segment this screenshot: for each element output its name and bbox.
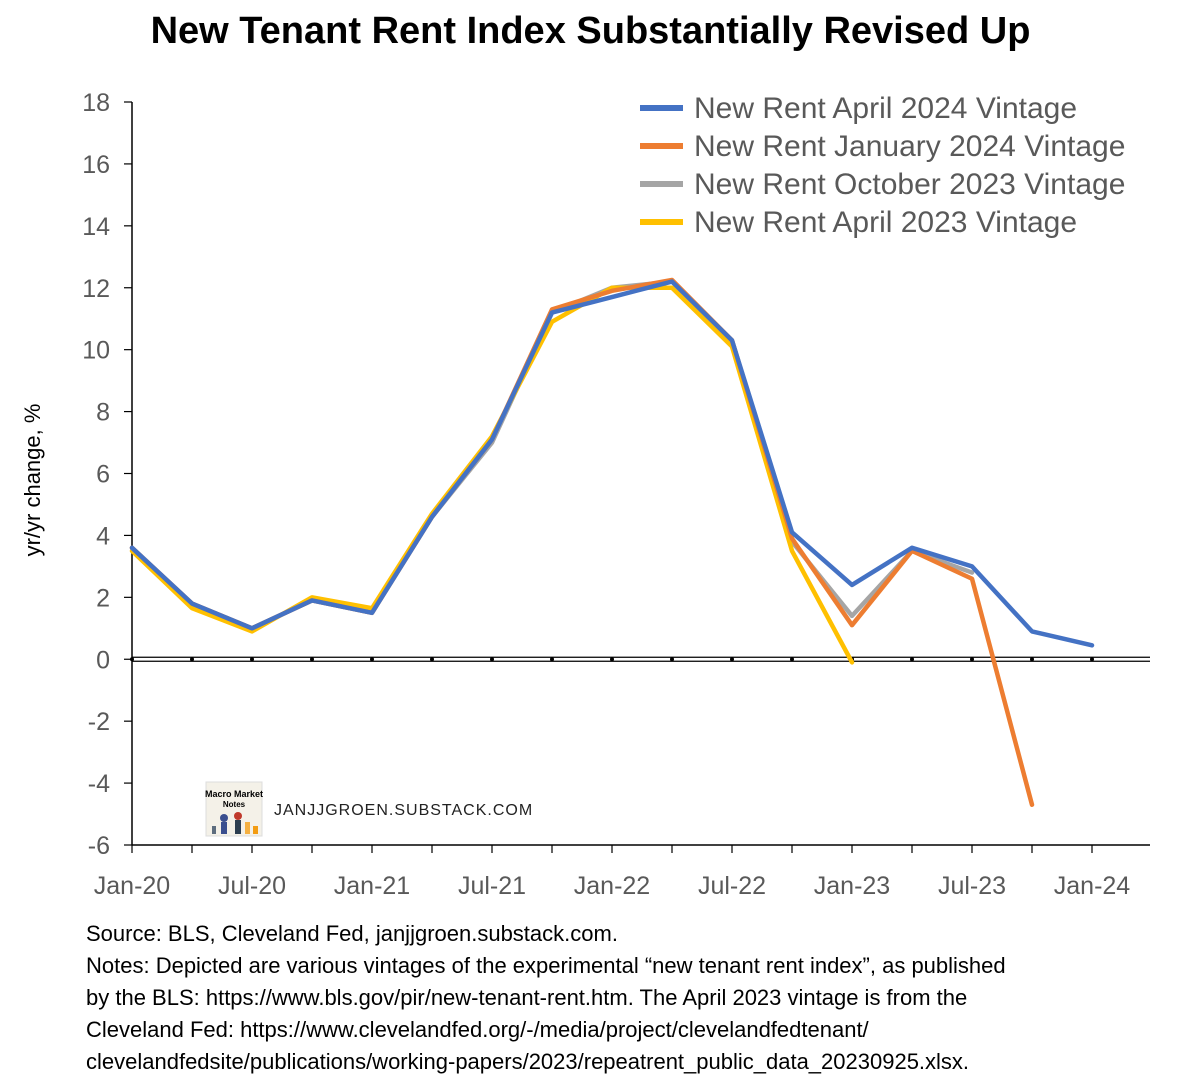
macro-market-notes-logo: Macro Market Notes: [205, 781, 263, 837]
chart-title: New Tenant Rent Index Substantially Revi…: [150, 10, 1031, 52]
watermark: Macro Market Notes JANJJGROEN.SUBSTACK.C…: [205, 781, 533, 837]
zero-line-tick: [1090, 657, 1094, 662]
x-tick-label: Jul-21: [458, 872, 526, 900]
zero-line-tick: [190, 657, 194, 662]
x-tick-label: Jul-23: [938, 872, 1006, 900]
notes-line: Cleveland Fed: https://www.clevelandfed.…: [86, 1017, 869, 1042]
y-axis-label: yr/yr change, %: [20, 404, 45, 557]
x-tick-label: Jan-23: [814, 872, 890, 900]
series-line: [129, 279, 1095, 648]
zero-line-tick: [430, 657, 434, 662]
zero-line-tick: [1030, 657, 1034, 662]
x-tick-label: Jul-22: [698, 872, 766, 900]
series-line: [129, 277, 1035, 808]
y-tick-label: 12: [82, 275, 110, 303]
series-line: [129, 279, 975, 631]
y-tick-labels: 18 16 14 12 10 8 6 4 2 0 -2 -4 -6: [82, 89, 110, 860]
y-tick-label: 2: [96, 584, 110, 612]
series-lines: [129, 277, 1095, 808]
axes: [124, 101, 1150, 853]
x-tick-label: Jan-24: [1054, 872, 1131, 900]
y-tick-label: 6: [96, 461, 110, 489]
zero-line-tick: [730, 657, 734, 662]
zero-line-tick: [130, 657, 134, 662]
notes-line: by the BLS: https://www.bls.gov/pir/new-…: [86, 985, 968, 1010]
x-tick-label: Jan-22: [574, 872, 650, 900]
y-tick-label: -2: [88, 708, 110, 736]
source-notes: Source: BLS, Cleveland Fed, janjjgroen.s…: [86, 918, 1176, 1078]
svg-text:Notes: Notes: [223, 800, 246, 809]
y-tick-label: 8: [96, 399, 110, 427]
notes-line: clevelandfedsite/publications/working-pa…: [86, 1049, 970, 1074]
svg-text:Macro Market: Macro Market: [205, 789, 263, 799]
zero-line-tick: [490, 657, 494, 662]
zero-line-tick: [910, 657, 914, 662]
legend-label: New Rent April 2023 Vintage: [694, 206, 1077, 239]
zero-line-tick: [670, 657, 674, 662]
y-tick-label: 14: [82, 213, 110, 241]
y-tick-label: -4: [88, 770, 110, 798]
x-tick-label: Jan-20: [94, 872, 170, 900]
zero-line-tick: [550, 657, 554, 662]
x-tick-labels: Jan-20 Jul-20 Jan-21 Jul-21 Jan-22 Jul-22 Jan-…: [94, 872, 1131, 900]
source-line: Source: BLS, Cleveland Fed, janjjgroen.s…: [86, 921, 618, 946]
legend-label: New Rent October 2023 Vintage: [694, 168, 1125, 201]
watermark-site: JANJJGROEN.SUBSTACK.COM: [274, 802, 533, 819]
y-tick-label: 16: [82, 151, 110, 179]
zero-line-tick: [610, 657, 614, 662]
zero-line-tick: [310, 657, 314, 662]
x-tick-label: Jul-20: [218, 872, 286, 900]
zero-line-tick: [250, 657, 254, 662]
y-tick-label: 0: [96, 646, 110, 674]
series-line: [129, 285, 855, 665]
legend-label: New Rent April 2024 Vintage: [694, 92, 1077, 125]
zero-line-tick: [370, 657, 374, 662]
x-tick-label: Jan-21: [334, 872, 410, 900]
y-tick-label: -6: [88, 832, 110, 860]
y-tick-label: 4: [96, 522, 110, 550]
y-tick-label: 18: [82, 89, 110, 117]
zero-line-tick: [790, 657, 794, 662]
legend-label: New Rent January 2024 Vintage: [694, 130, 1125, 163]
notes-line: Notes: Depicted are various vintages of …: [86, 953, 1006, 978]
y-tick-label: 10: [82, 337, 110, 365]
zero-line-tick: [970, 657, 974, 662]
legend: New Rent April 2024 Vintage New Rent Janu…: [640, 92, 1125, 239]
